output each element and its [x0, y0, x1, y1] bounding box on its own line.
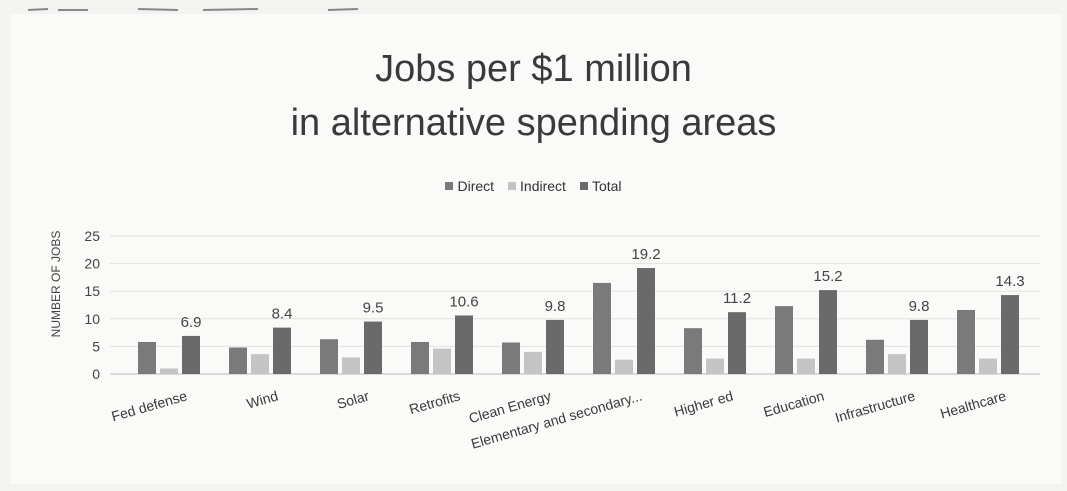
y-tick-label: 5: [92, 338, 100, 354]
bar-indirect-5: [615, 359, 633, 374]
chart-legend: Direct Indirect Total: [0, 178, 1067, 194]
bar-direct-9: [957, 309, 975, 374]
legend-swatch-direct: [445, 182, 454, 190]
chart-title-line-2: in alternative spending areas: [290, 102, 777, 144]
legend-item-total: Total: [579, 178, 622, 194]
y-tick-label: 25: [84, 228, 100, 244]
legend-item-direct: Direct: [445, 178, 494, 194]
legend-label-total: Total: [591, 178, 622, 194]
x-tick-label: Infrastructure: [833, 387, 917, 425]
bar-direct-3: [411, 341, 429, 374]
bar-direct-8: [866, 339, 884, 374]
bar-total-3: [455, 315, 473, 374]
bar-indirect-8: [888, 354, 906, 374]
y-axis-label: NUMBER OF JOBS: [49, 231, 63, 338]
y-tick-label: 10: [84, 311, 100, 327]
bar-indirect-2: [342, 357, 360, 374]
x-tick-label: Retrofits: [407, 388, 462, 418]
bar-indirect-0: [160, 368, 178, 374]
bar-direct-7: [775, 306, 793, 374]
bar-total-4: [546, 319, 564, 374]
legend-swatch-indirect: [508, 182, 517, 190]
bar-total-7: [819, 290, 837, 374]
chart-paper: [10, 14, 1062, 484]
chart-title-line-1: Jobs per $1 million: [375, 48, 692, 90]
legend-item-indirect: Indirect: [508, 178, 566, 194]
legend-label-indirect: Indirect: [520, 178, 566, 194]
data-label-total: 6.9: [181, 314, 202, 331]
y-tick-label: 0: [92, 366, 100, 382]
data-label-total: 14.3: [995, 273, 1024, 290]
bar-total-6: [728, 312, 746, 374]
x-tick-label: Education: [762, 388, 826, 421]
x-tick-label: Healthcare: [938, 387, 1008, 421]
bar-indirect-6: [706, 358, 724, 374]
data-label-total: 10.6: [449, 293, 478, 310]
x-tick-label: Elementary and secondary...: [469, 388, 644, 452]
bar-indirect-9: [979, 358, 997, 374]
data-label-total: 11.2: [723, 290, 751, 307]
bar-indirect-3: [433, 348, 451, 374]
bar-indirect-1: [251, 354, 269, 374]
bar-total-8: [910, 319, 928, 374]
scan-artifact: [28, 8, 359, 11]
data-label-total: 15.2: [813, 268, 842, 285]
bar-direct-1: [229, 347, 247, 374]
bar-indirect-4: [524, 351, 542, 374]
bar-total-5: [637, 268, 655, 374]
data-label-total: 19.2: [631, 246, 660, 263]
data-label-total: 9.8: [545, 298, 566, 315]
bar-direct-6: [684, 328, 702, 374]
bar-indirect-7: [797, 358, 815, 374]
bar-total-2: [364, 321, 382, 374]
bar-direct-2: [320, 339, 338, 374]
x-tick-label: Solar: [335, 387, 371, 411]
bar-direct-0: [138, 341, 156, 374]
bar-direct-5: [593, 282, 611, 374]
data-label-total: 8.4: [272, 306, 293, 323]
y-tick-label: 20: [84, 256, 100, 272]
x-tick-label: Wind: [245, 388, 280, 412]
bar-total-0: [182, 335, 200, 374]
x-tick-label: Higher ed: [672, 388, 735, 420]
legend-label-direct: Direct: [457, 178, 495, 194]
y-tick-label: 15: [84, 283, 100, 299]
legend-swatch-total: [579, 182, 588, 190]
bar-direct-4: [502, 342, 520, 374]
x-tick-label: Fed defense: [110, 387, 189, 424]
bar-total-9: [1001, 295, 1019, 374]
data-label-total: 9.5: [363, 300, 384, 317]
data-label-total: 9.8: [909, 298, 930, 315]
bar-total-1: [273, 327, 291, 374]
